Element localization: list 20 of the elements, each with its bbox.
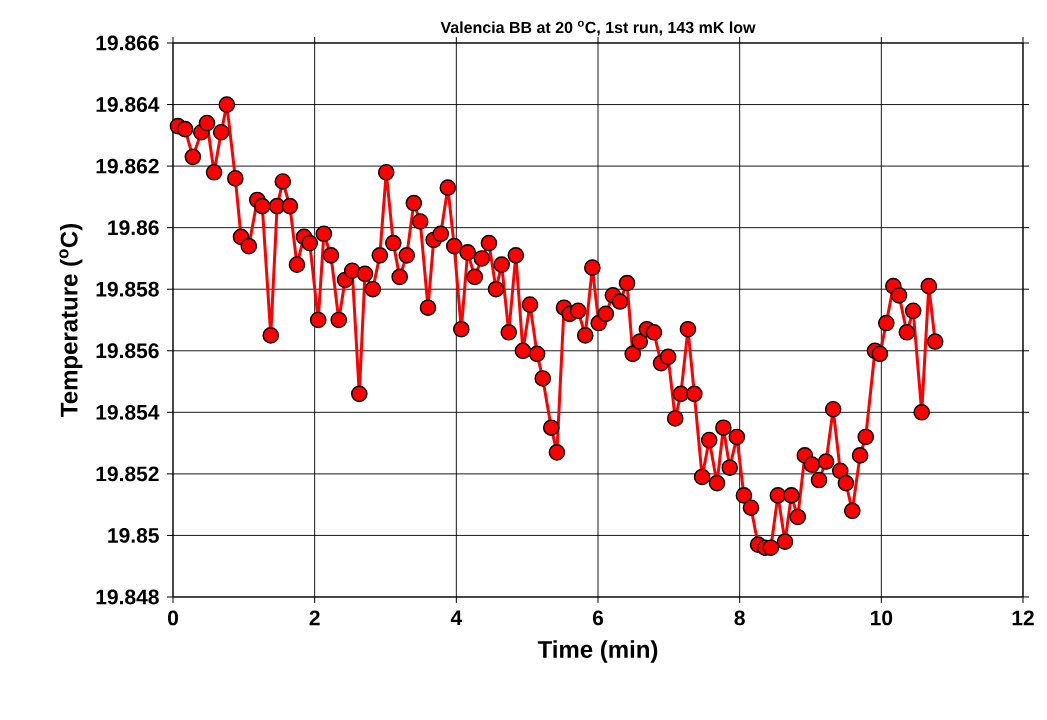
x-axis-title: Time (min) bbox=[537, 640, 658, 663]
y-axis-title: Temperature ($^{o}$C) bbox=[59, 224, 83, 417]
x-tick-label: 0 bbox=[168, 610, 178, 626]
y-tick-label: 19.86 bbox=[108, 220, 159, 236]
x-tick-label: 6 bbox=[592, 610, 604, 626]
x-tick-label: 12 bbox=[1012, 610, 1034, 626]
y-tick-label: 19.852 bbox=[96, 466, 159, 482]
x-tick-label: 8 bbox=[734, 610, 745, 626]
y-tick-label: 19.862 bbox=[96, 158, 159, 174]
x-tick-label: 4 bbox=[450, 610, 463, 625]
y-tick-label: 19.85 bbox=[108, 528, 159, 543]
y-tick-label: 19.866 bbox=[96, 35, 159, 51]
chart-title: Valencia BB at 20 $^{o}$C, 1st run, 143 mK low bbox=[440, 20, 756, 36]
y-tick-label: 19.856 bbox=[96, 343, 159, 359]
y-tick-label: 19.864 bbox=[96, 97, 160, 112]
y-tick-label: 19.854 bbox=[96, 404, 160, 420]
x-tick-label: 10 bbox=[870, 610, 893, 626]
y-tick-label: 19.858 bbox=[96, 281, 159, 297]
x-tick-label: 2 bbox=[309, 610, 320, 626]
y-tick-label: 19.848 bbox=[96, 589, 159, 605]
